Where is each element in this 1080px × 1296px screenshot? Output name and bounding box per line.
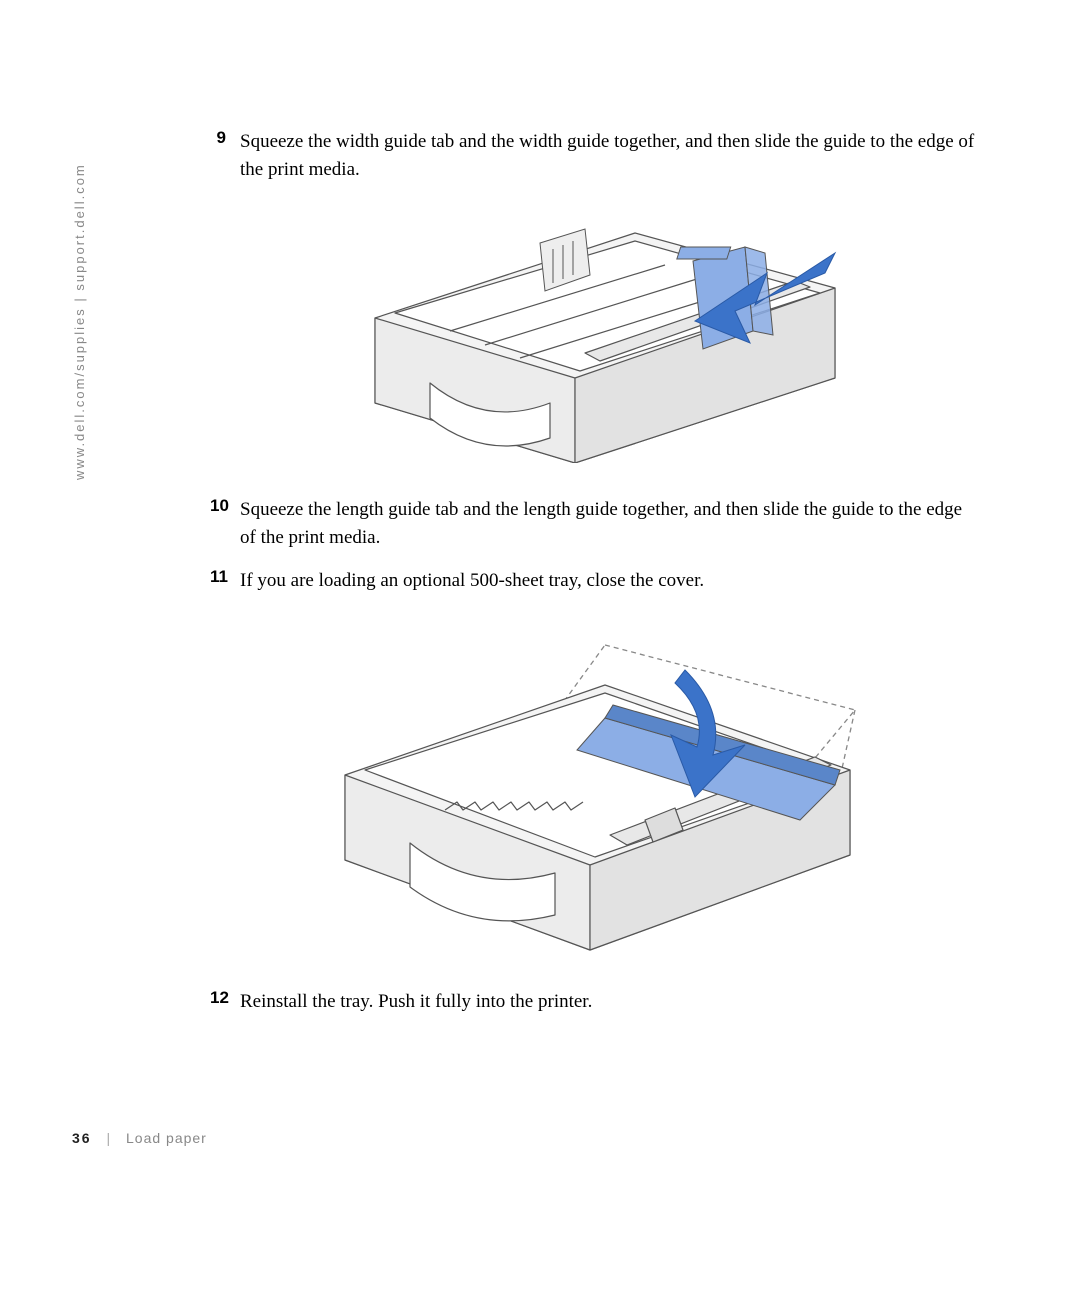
step-12: 12 Reinstall the tray. Push it fully int… xyxy=(210,988,980,1016)
footer-divider: | xyxy=(106,1130,111,1146)
step-number: 10 xyxy=(210,496,240,551)
main-content: 9 Squeeze the width guide tab and the wi… xyxy=(210,128,980,1031)
step-9: 9 Squeeze the width guide tab and the wi… xyxy=(210,128,980,183)
figure-2 xyxy=(210,615,980,960)
figure-1 xyxy=(210,203,980,468)
step-11: 11 If you are loading an optional 500-sh… xyxy=(210,567,980,595)
step-text: Reinstall the tray. Push it fully into t… xyxy=(240,988,980,1016)
tray-width-guide-icon xyxy=(335,203,855,463)
step-text: If you are loading an optional 500-sheet… xyxy=(240,567,980,595)
footer-section: Load paper xyxy=(126,1130,207,1146)
sidebar-url: www.dell.com/supplies | support.dell.com xyxy=(72,163,87,480)
step-text: Squeeze the length guide tab and the len… xyxy=(240,496,980,551)
step-10: 10 Squeeze the length guide tab and the … xyxy=(210,496,980,551)
step-number: 12 xyxy=(210,988,240,1016)
step-text: Squeeze the width guide tab and the widt… xyxy=(240,128,980,183)
step-number: 11 xyxy=(210,567,240,595)
tray-cover-close-icon xyxy=(315,615,875,955)
step-number: 9 xyxy=(210,128,240,183)
page-number: 36 xyxy=(72,1130,92,1146)
page-footer: 36 | Load paper xyxy=(72,1130,207,1146)
